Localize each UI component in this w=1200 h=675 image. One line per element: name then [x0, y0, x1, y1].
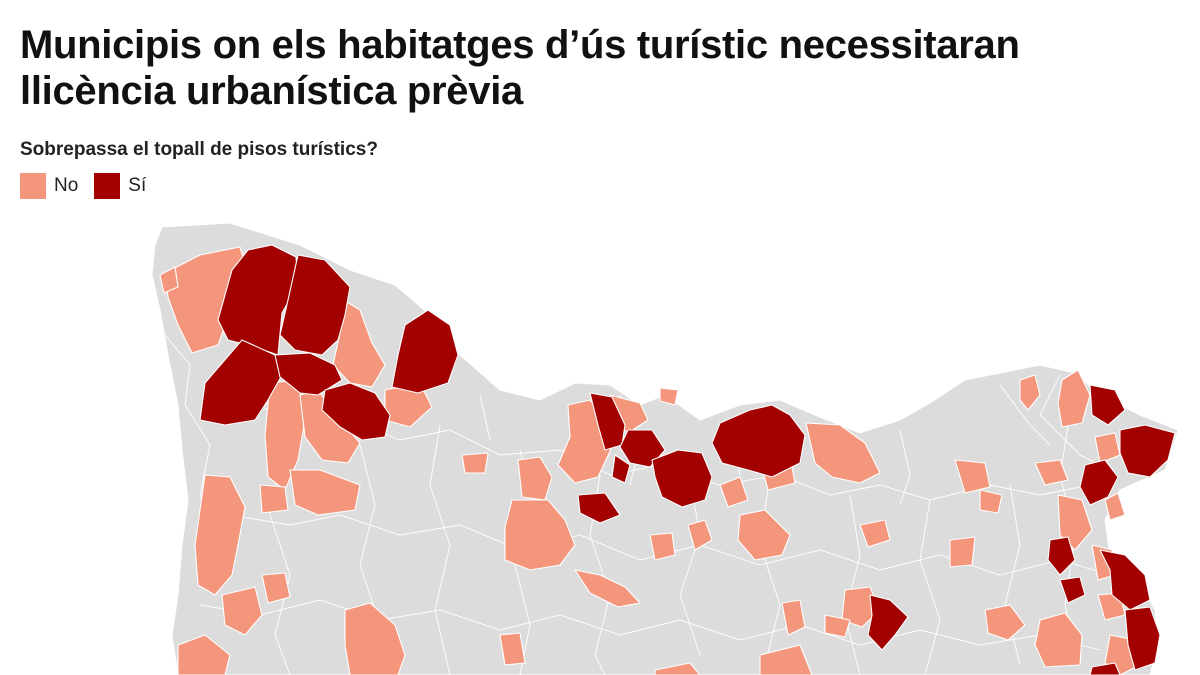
border-line — [429, 424, 451, 675]
municipality-si — [1079, 459, 1119, 506]
municipality-si — [711, 404, 806, 478]
legend-label-no: No — [54, 175, 79, 196]
municipality-no — [344, 602, 406, 675]
municipality-si — [651, 449, 713, 508]
legend-label-si: Sí — [128, 175, 147, 196]
border-line — [999, 384, 1051, 446]
municipality-si — [1099, 549, 1151, 611]
municipality-no — [1094, 432, 1121, 464]
municipality-no — [649, 532, 676, 561]
municipalities-si — [199, 244, 1176, 675]
border-line — [919, 499, 941, 675]
chart-title: Municipis on els habitatges d’ús turísti… — [20, 23, 1020, 113]
municipality-no — [517, 456, 553, 501]
municipality-si — [279, 254, 351, 356]
legend-item-si: Sí — [94, 173, 146, 199]
border-line — [1039, 374, 1101, 466]
municipality-no — [177, 634, 231, 675]
municipality-no — [1057, 494, 1093, 551]
municipality-no — [719, 476, 749, 508]
municipality-si — [619, 429, 666, 468]
border-line — [679, 479, 701, 656]
municipality-si — [1089, 384, 1126, 426]
municipality-no — [194, 474, 246, 596]
municipality-no — [954, 459, 991, 494]
municipality-no — [504, 499, 576, 571]
municipality-no — [979, 489, 1003, 514]
municipality-no — [654, 662, 701, 675]
municipalities-map — [151, 222, 1179, 675]
municipality-no — [805, 422, 881, 484]
legend-swatch-si — [94, 173, 121, 199]
municipality-no — [332, 294, 386, 388]
municipality-si — [611, 454, 631, 484]
municipality-no — [499, 632, 526, 666]
municipality-no — [759, 644, 813, 675]
municipality-no — [1034, 612, 1083, 668]
map — [0, 215, 1200, 675]
municipality-no — [159, 266, 179, 294]
legend: No Sí — [20, 173, 146, 199]
legend-swatch-no — [20, 173, 46, 199]
municipality-si — [867, 594, 909, 651]
municipality-no — [299, 389, 361, 464]
municipality-no — [1034, 459, 1069, 486]
municipality-no — [984, 604, 1026, 641]
border-line — [844, 494, 861, 675]
municipality-no — [461, 452, 489, 474]
municipality-no — [259, 484, 289, 514]
municipality-no — [261, 572, 291, 604]
municipality-si — [1119, 424, 1176, 478]
municipality-si — [1089, 662, 1121, 675]
municipality-no — [221, 586, 263, 636]
municipality-no — [1019, 374, 1041, 411]
municipality-no — [687, 519, 713, 551]
municipality-no — [574, 569, 641, 608]
municipality-si — [321, 382, 391, 441]
municipality-no — [859, 519, 891, 548]
legend-title: Sobrepassa el topall de pisos turístics? — [20, 139, 378, 160]
municipality-si — [1124, 606, 1161, 671]
border-line — [899, 429, 911, 506]
municipality-no — [949, 536, 976, 568]
municipality-no — [737, 509, 791, 561]
municipality-si — [577, 492, 621, 524]
municipality-no — [659, 387, 679, 406]
municipality-no — [289, 469, 361, 516]
municipality-no — [1057, 369, 1091, 428]
legend-item-no: No — [20, 173, 78, 199]
municipality-si — [274, 352, 343, 396]
municipality-si — [391, 309, 459, 394]
border-line — [479, 394, 491, 441]
municipality-si — [1047, 536, 1076, 576]
municipality-no — [824, 614, 851, 638]
municipality-no — [781, 599, 806, 636]
municipality-no — [1104, 492, 1126, 521]
municipality-si — [1059, 576, 1086, 604]
